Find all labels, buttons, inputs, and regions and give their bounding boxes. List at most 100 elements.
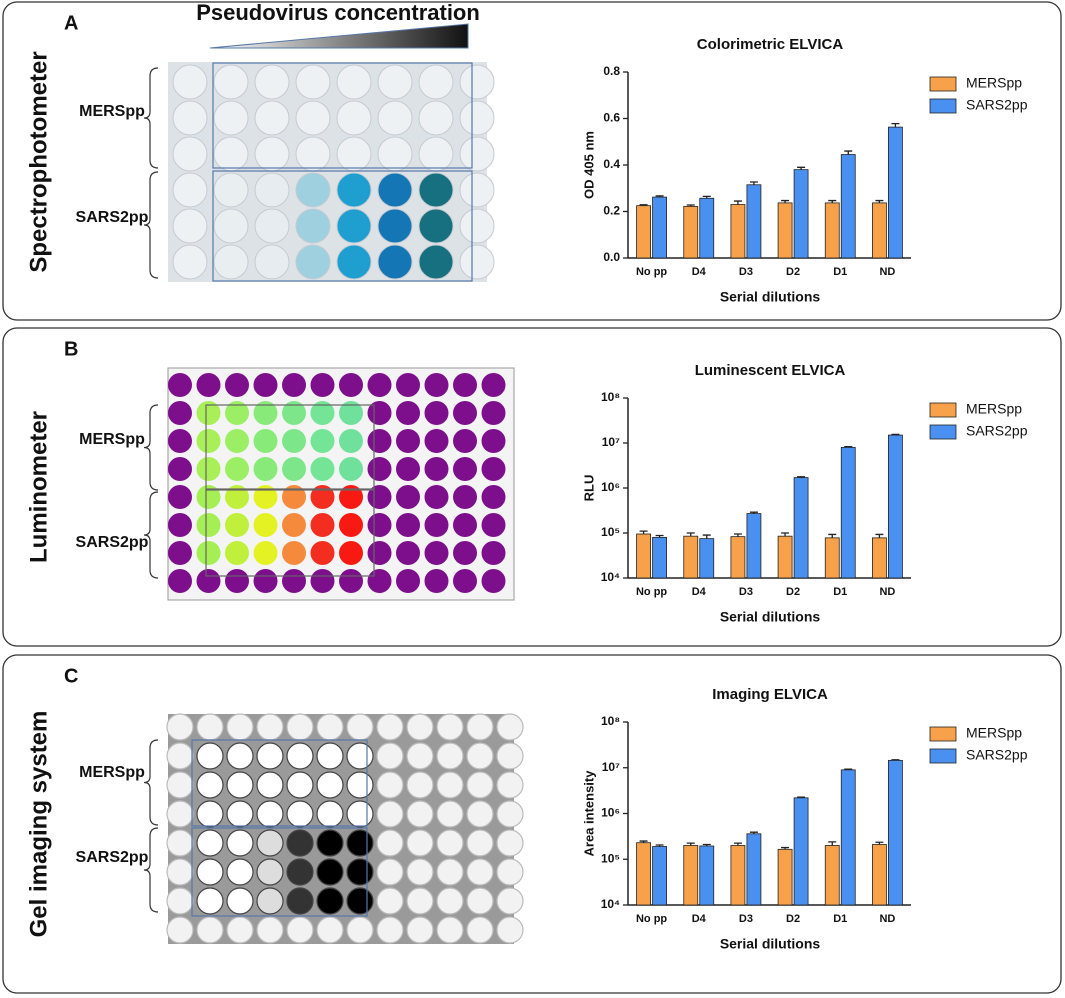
well [172, 208, 208, 244]
x-tick-label: ND [879, 913, 895, 925]
well [196, 429, 221, 453]
bar [699, 538, 715, 579]
well [406, 829, 434, 857]
well [481, 429, 506, 453]
row-label: SARS2pp [76, 534, 149, 551]
well [282, 373, 306, 397]
error-bar [797, 476, 806, 478]
well [316, 887, 344, 915]
well [367, 541, 392, 565]
well [418, 208, 454, 244]
well [225, 513, 249, 537]
legend-label: SARS2pp [966, 97, 1028, 113]
well [346, 742, 374, 770]
well [316, 713, 344, 741]
y-tick-label: 10⁵ [601, 525, 620, 539]
bar [730, 845, 746, 906]
well [376, 887, 404, 915]
well [316, 916, 344, 944]
bar [746, 184, 762, 259]
well [436, 916, 464, 944]
x-tick-label: D1 [833, 586, 847, 598]
well [316, 771, 344, 799]
legend-label: MERSpp [966, 725, 1022, 741]
error-bar [875, 199, 884, 203]
well [339, 485, 363, 509]
well [226, 742, 254, 770]
y-axis-title: Area intensity [581, 770, 596, 857]
x-tick-label: No pp [636, 586, 667, 598]
y-tick-label: 10⁷ [602, 435, 620, 449]
bar [636, 842, 651, 906]
well [453, 457, 477, 481]
well [286, 887, 314, 915]
well [256, 829, 284, 857]
plate-highlight [191, 827, 368, 917]
well [225, 569, 249, 593]
well [213, 208, 249, 244]
well [256, 858, 284, 886]
error-bar [733, 842, 742, 846]
well [418, 64, 454, 100]
well [168, 457, 192, 481]
well [336, 64, 372, 100]
well [339, 457, 363, 481]
error-bar [828, 199, 837, 203]
bar [888, 126, 903, 259]
well [336, 244, 372, 280]
well [286, 742, 314, 770]
well [481, 569, 506, 593]
well [466, 771, 494, 799]
error-bar [733, 533, 742, 537]
well [254, 244, 290, 280]
well [481, 457, 506, 481]
well [172, 136, 208, 172]
well [254, 208, 290, 244]
plate-highlight [191, 739, 368, 827]
y-tick-label: 10⁷ [602, 760, 620, 774]
well [336, 172, 372, 208]
well [466, 800, 494, 828]
well [295, 100, 331, 136]
well [316, 829, 344, 857]
well [406, 916, 434, 944]
error-bar [639, 840, 648, 843]
well [376, 858, 404, 886]
well [310, 513, 335, 537]
well [453, 485, 477, 509]
well [253, 401, 278, 425]
well [496, 829, 524, 857]
well [481, 541, 506, 565]
row-label: MERSpp [79, 431, 145, 448]
well [168, 429, 192, 453]
chart-title: Imaging ELVICA [712, 686, 828, 703]
well [377, 100, 413, 136]
plate-header: Pseudovirus concentration [196, 0, 480, 25]
well [453, 373, 477, 397]
error-bar [686, 532, 695, 537]
error-bar [844, 445, 853, 448]
bar [730, 536, 746, 579]
bar [652, 846, 667, 906]
well [196, 373, 221, 397]
well [295, 208, 331, 244]
well [196, 569, 221, 593]
error-bar [781, 846, 790, 850]
y-tick-label: 10⁴ [601, 897, 620, 911]
well [339, 373, 363, 397]
bar [636, 533, 651, 579]
well [406, 713, 434, 741]
well [225, 429, 249, 453]
x-tick-label: ND [879, 266, 895, 278]
well [481, 513, 506, 537]
error-bar [844, 150, 853, 155]
y-tick-label: 10⁶ [601, 806, 620, 820]
well [253, 485, 278, 509]
error-bar [749, 831, 758, 834]
well [424, 429, 449, 453]
legend-label: MERSpp [966, 401, 1022, 417]
well [396, 429, 420, 453]
x-tick-label: D1 [833, 913, 847, 925]
well [254, 172, 290, 208]
bar [652, 536, 667, 579]
